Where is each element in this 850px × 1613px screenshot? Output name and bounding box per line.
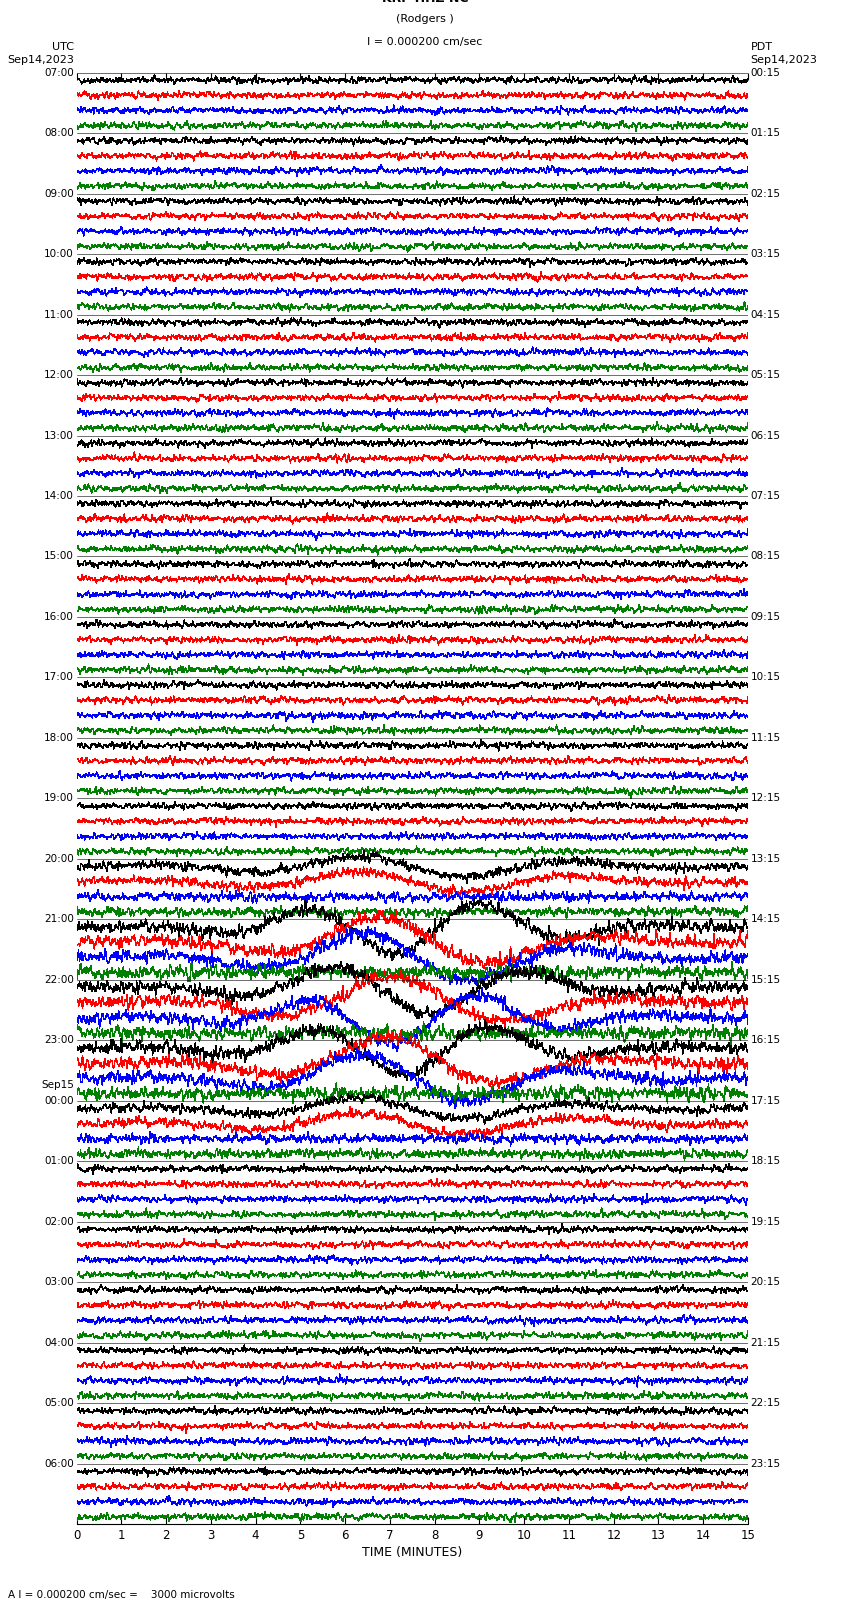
Text: 19:00: 19:00 <box>44 794 74 803</box>
Text: PDT
Sep14,2023: PDT Sep14,2023 <box>751 42 818 65</box>
Text: 17:00: 17:00 <box>44 673 74 682</box>
Text: 21:00: 21:00 <box>44 915 74 924</box>
Text: 04:15: 04:15 <box>751 310 780 319</box>
Text: 21:15: 21:15 <box>751 1337 780 1348</box>
Text: 20:00: 20:00 <box>44 853 74 865</box>
Text: 05:00: 05:00 <box>44 1398 74 1408</box>
Text: 00:00: 00:00 <box>44 1095 74 1107</box>
Text: 22:15: 22:15 <box>751 1398 780 1408</box>
Text: 22:00: 22:00 <box>44 974 74 986</box>
Text: Sep15: Sep15 <box>41 1079 74 1090</box>
Text: 16:00: 16:00 <box>44 611 74 623</box>
Text: 13:15: 13:15 <box>751 853 780 865</box>
Text: 03:00: 03:00 <box>44 1277 74 1287</box>
Text: 08:00: 08:00 <box>44 127 74 139</box>
Text: I = 0.000200 cm/sec: I = 0.000200 cm/sec <box>367 37 483 47</box>
Text: 06:15: 06:15 <box>751 431 780 440</box>
Text: 12:00: 12:00 <box>44 369 74 381</box>
Text: A I = 0.000200 cm/sec =    3000 microvolts: A I = 0.000200 cm/sec = 3000 microvolts <box>8 1590 235 1600</box>
Text: 01:00: 01:00 <box>44 1157 74 1166</box>
Text: 15:15: 15:15 <box>751 974 780 986</box>
Text: 10:15: 10:15 <box>751 673 780 682</box>
Text: 18:15: 18:15 <box>751 1157 780 1166</box>
Text: 11:15: 11:15 <box>751 732 780 744</box>
Text: 14:15: 14:15 <box>751 915 780 924</box>
Text: KRP HHZ NC: KRP HHZ NC <box>382 0 468 5</box>
Text: 08:15: 08:15 <box>751 552 780 561</box>
Text: 10:00: 10:00 <box>44 248 74 260</box>
Text: 07:00: 07:00 <box>44 68 74 77</box>
Text: 23:00: 23:00 <box>44 1036 74 1045</box>
Text: 07:15: 07:15 <box>751 490 780 502</box>
Text: 13:00: 13:00 <box>44 431 74 440</box>
Text: 06:00: 06:00 <box>44 1458 74 1469</box>
Text: 01:15: 01:15 <box>751 127 780 139</box>
Text: 04:00: 04:00 <box>44 1337 74 1348</box>
Text: 00:15: 00:15 <box>751 68 780 77</box>
Text: 02:00: 02:00 <box>44 1216 74 1227</box>
Text: 19:15: 19:15 <box>751 1216 780 1227</box>
Text: 14:00: 14:00 <box>44 490 74 502</box>
Text: 12:15: 12:15 <box>751 794 780 803</box>
Text: 18:00: 18:00 <box>44 732 74 744</box>
Text: 09:00: 09:00 <box>44 189 74 198</box>
Text: 11:00: 11:00 <box>44 310 74 319</box>
Text: 16:15: 16:15 <box>751 1036 780 1045</box>
Text: 02:15: 02:15 <box>751 189 780 198</box>
X-axis label: TIME (MINUTES): TIME (MINUTES) <box>362 1547 462 1560</box>
Text: 03:15: 03:15 <box>751 248 780 260</box>
Text: 05:15: 05:15 <box>751 369 780 381</box>
Text: 17:15: 17:15 <box>751 1095 780 1107</box>
Text: 20:15: 20:15 <box>751 1277 780 1287</box>
Text: UTC
Sep14,2023: UTC Sep14,2023 <box>7 42 74 65</box>
Text: (Rodgers ): (Rodgers ) <box>396 15 454 24</box>
Text: 09:15: 09:15 <box>751 611 780 623</box>
Text: 23:15: 23:15 <box>751 1458 780 1469</box>
Text: 15:00: 15:00 <box>44 552 74 561</box>
